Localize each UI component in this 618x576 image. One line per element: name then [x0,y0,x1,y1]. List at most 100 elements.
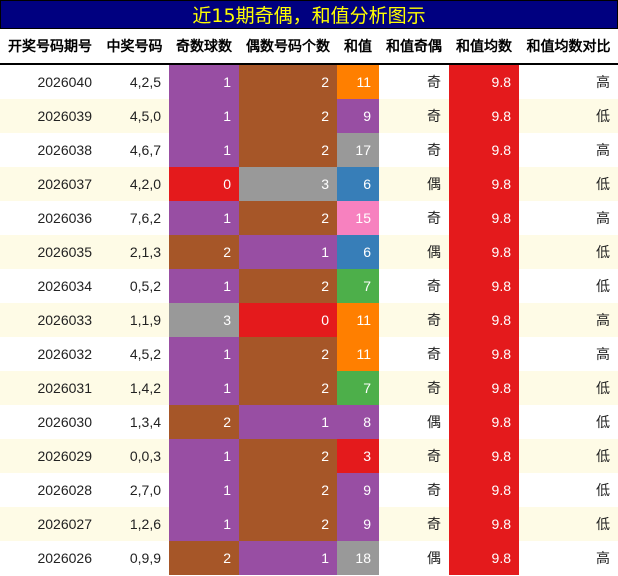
table-row: 2026031 1,4,2 1 2 7 奇 9.8 低 [0,371,618,405]
numbers-cell: 1,1,9 [100,303,169,337]
even-count-cell: 2 [239,64,337,99]
issue-cell: 2026032 [37,346,92,362]
header-numbers: 中奖号码 [100,29,169,65]
issue-cell: 2026034 [37,278,92,294]
sum-parity-cell: 奇 [427,74,441,90]
issue-cell: 2026026 [37,550,92,566]
odd-count-cell: 2 [169,405,239,439]
table-row: 2026032 4,5,2 1 2 11 奇 9.8 高 [0,337,618,371]
issue-cell: 2026036 [37,210,92,226]
even-count-cell: 0 [239,303,337,337]
sum-average-cell: 9.8 [449,235,519,269]
odd-count-cell: 2 [169,541,239,575]
odd-count-cell: 0 [169,167,239,201]
even-count-cell: 2 [239,507,337,541]
numbers-cell: 1,2,6 [100,507,169,541]
sum-parity-cell: 奇 [427,278,441,294]
numbers-cell: 1,3,4 [129,414,161,430]
table-row: 2026026 0,9,9 2 1 18 偶 9.8 高 [0,541,618,575]
average-compare-cell: 高 [596,74,610,90]
issue-cell: 2026028 [37,482,92,498]
header-odd-count: 奇数球数 [169,29,239,65]
odd-count-cell: 1 [169,133,239,167]
sum-average-cell: 9.8 [449,167,519,201]
issue-cell: 2026039 [0,99,100,133]
numbers-cell: 4,2,0 [100,167,169,201]
sum-cell: 15 [337,201,379,235]
average-compare-cell: 高 [519,303,618,337]
sum-parity-cell: 奇 [427,346,441,362]
numbers-cell: 0,0,3 [100,439,169,473]
issue-cell: 2026037 [0,167,100,201]
odd-count-cell: 3 [169,303,239,337]
sum-parity-cell: 奇 [379,439,449,473]
even-count-cell: 1 [239,405,337,439]
average-compare-cell: 低 [519,439,618,473]
issue-cell: 2026030 [37,414,92,430]
sum-average-cell: 9.8 [449,473,519,507]
odd-count-cell: 1 [169,337,239,371]
sum-parity-cell: 偶 [379,235,449,269]
table-row: 2026029 0,0,3 1 2 3 奇 9.8 低 [0,439,618,473]
average-compare-cell: 低 [596,278,610,294]
numbers-cell: 2,7,0 [129,482,161,498]
numbers-cell: 2,1,3 [100,235,169,269]
numbers-cell: 1,4,2 [100,371,169,405]
table-row: 2026027 1,2,6 1 2 9 奇 9.8 低 [0,507,618,541]
even-count-cell: 3 [239,167,337,201]
issue-cell: 2026038 [37,142,92,158]
sum-average-cell: 9.8 [449,371,519,405]
average-compare-cell: 高 [596,346,610,362]
sum-cell: 7 [337,371,379,405]
table-row: 2026039 4,5,0 1 2 9 奇 9.8 低 [0,99,618,133]
sum-cell: 11 [337,337,379,371]
sum-parity-cell: 奇 [427,482,441,498]
issue-cell: 2026027 [0,507,100,541]
odd-count-cell: 1 [169,439,239,473]
numbers-cell: 0,5,2 [129,278,161,294]
header-sum: 和值 [337,29,379,65]
header-average-compare: 和值均数对比 [519,29,618,65]
sum-average-cell: 9.8 [449,337,519,371]
sum-cell: 9 [337,507,379,541]
odd-count-cell: 1 [169,371,239,405]
issue-cell: 2026029 [0,439,100,473]
table-row: 2026035 2,1,3 2 1 6 偶 9.8 低 [0,235,618,269]
average-compare-cell: 高 [596,550,610,566]
page-title: 近15期奇偶，和值分析图示 [0,0,618,29]
table-row: 2026038 4,6,7 1 2 17 奇 9.8 高 [0,133,618,167]
sum-parity-cell: 奇 [427,142,441,158]
average-compare-cell: 低 [519,167,618,201]
even-count-cell: 2 [239,473,337,507]
odd-count-cell: 1 [169,269,239,303]
issue-cell: 2026031 [0,371,100,405]
analysis-table: 开奖号码期号 中奖号码 奇数球数 偶数号码个数 和值 和值奇偶 和值均数 和值均数对比 202… [0,29,618,575]
sum-cell: 11 [337,64,379,99]
table-row: 2026028 2,7,0 1 2 9 奇 9.8 低 [0,473,618,507]
sum-cell: 7 [337,269,379,303]
odd-count-cell: 2 [169,235,239,269]
average-compare-cell: 高 [596,142,610,158]
sum-cell: 6 [337,235,379,269]
odd-count-cell: 1 [169,507,239,541]
header-issue: 开奖号码期号 [0,29,100,65]
even-count-cell: 2 [239,99,337,133]
table-row: 2026037 4,2,0 0 3 6 偶 9.8 低 [0,167,618,201]
table-row: 2026036 7,6,2 1 2 15 奇 9.8 高 [0,201,618,235]
sum-parity-cell: 奇 [427,210,441,226]
numbers-cell: 7,6,2 [129,210,161,226]
sum-cell: 17 [337,133,379,167]
even-count-cell: 2 [239,439,337,473]
sum-cell: 3 [337,439,379,473]
table-row: 2026034 0,5,2 1 2 7 奇 9.8 低 [0,269,618,303]
average-compare-cell: 高 [596,210,610,226]
numbers-cell: 4,5,0 [100,99,169,133]
table-row: 2026033 1,1,9 3 0 11 奇 9.8 高 [0,303,618,337]
issue-cell: 2026035 [0,235,100,269]
sum-parity-cell: 奇 [379,99,449,133]
sum-average-cell: 9.8 [449,99,519,133]
odd-count-cell: 1 [169,64,239,99]
sum-parity-cell: 奇 [379,303,449,337]
average-compare-cell: 低 [596,482,610,498]
header-even-count: 偶数号码个数 [239,29,337,65]
